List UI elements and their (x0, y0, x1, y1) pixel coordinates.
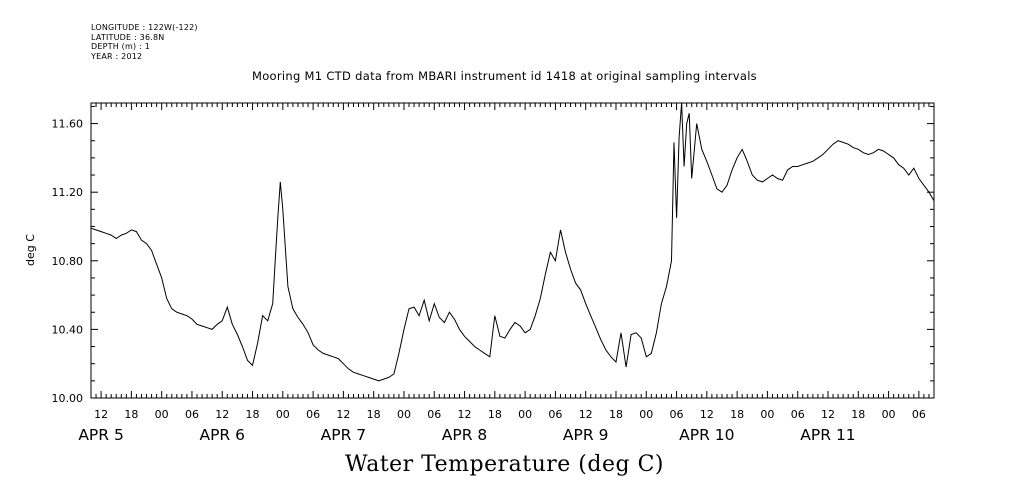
x-tick-label: 18 (488, 408, 502, 421)
metadata-block: LONGITUDE : 122W(-122) LATITUDE : 36.8N … (91, 23, 198, 61)
x-day-label: APR 5 (78, 426, 124, 444)
x-tick-label: 18 (730, 408, 744, 421)
x-tick-label: 00 (882, 408, 896, 421)
latitude-text: LATITUDE : 36.8N (91, 32, 165, 42)
x-tick-label: 00 (639, 408, 653, 421)
y-axis-label: deg C (24, 234, 37, 266)
x-tick-label: 00 (518, 408, 532, 421)
x-tick-label: 06 (185, 408, 199, 421)
x-tick-label: 06 (306, 408, 320, 421)
x-tick-label: 00 (397, 408, 411, 421)
x-day-label: APR 7 (321, 426, 367, 444)
x-tick-label: 06 (427, 408, 441, 421)
chart-title: Mooring M1 CTD data from MBARI instrumen… (252, 69, 757, 83)
x-day-label: APR 9 (563, 426, 609, 444)
x-day-label: APR 10 (679, 426, 734, 444)
x-tick-label: 12 (579, 408, 593, 421)
x-tick-label: 18 (246, 408, 260, 421)
year-text: YEAR : 2012 (91, 51, 143, 61)
y-tick-label: 10.00 (52, 392, 84, 405)
y-tick-label: 10.80 (52, 255, 84, 268)
x-tick-label: 12 (215, 408, 229, 421)
x-day-label: APR 11 (800, 426, 855, 444)
y-tick-label: 11.20 (52, 186, 84, 199)
x-tick-label: 06 (670, 408, 684, 421)
y-tick-label: 11.60 (52, 118, 84, 131)
x-tick-label: 12 (458, 408, 472, 421)
x-tick-label: 12 (700, 408, 714, 421)
x-tick-label: 12 (821, 408, 835, 421)
x-tick-label: 06 (791, 408, 805, 421)
x-tick-label: 00 (155, 408, 169, 421)
x-tick-label: 06 (548, 408, 562, 421)
x-tick-label: 00 (760, 408, 774, 421)
x-tick-label: 00 (276, 408, 290, 421)
x-day-label: APR 8 (442, 426, 488, 444)
longitude-text: LONGITUDE : 122W(-122) (91, 23, 198, 32)
y-tick-label: 10.40 (52, 323, 84, 336)
x-tick-label: 18 (124, 408, 138, 421)
y-axis: 10.00 10.40 10.80 11.20 11.60 (52, 105, 934, 405)
x-tick-label: 12 (336, 408, 350, 421)
depth-text: DEPTH (m) : 1 (91, 42, 150, 51)
x-tick-label: 06 (912, 408, 926, 421)
water-temperature-line (90, 102, 935, 382)
x-tick-label: 18 (367, 408, 381, 421)
x-tick-label: 18 (609, 408, 623, 421)
x-day-label: APR 6 (199, 426, 245, 444)
x-axis-label: Water Temperature (deg C) (345, 452, 664, 477)
x-tick-label: 12 (94, 408, 108, 421)
plot-frame (90, 102, 935, 399)
x-tick-label: 18 (851, 408, 865, 421)
